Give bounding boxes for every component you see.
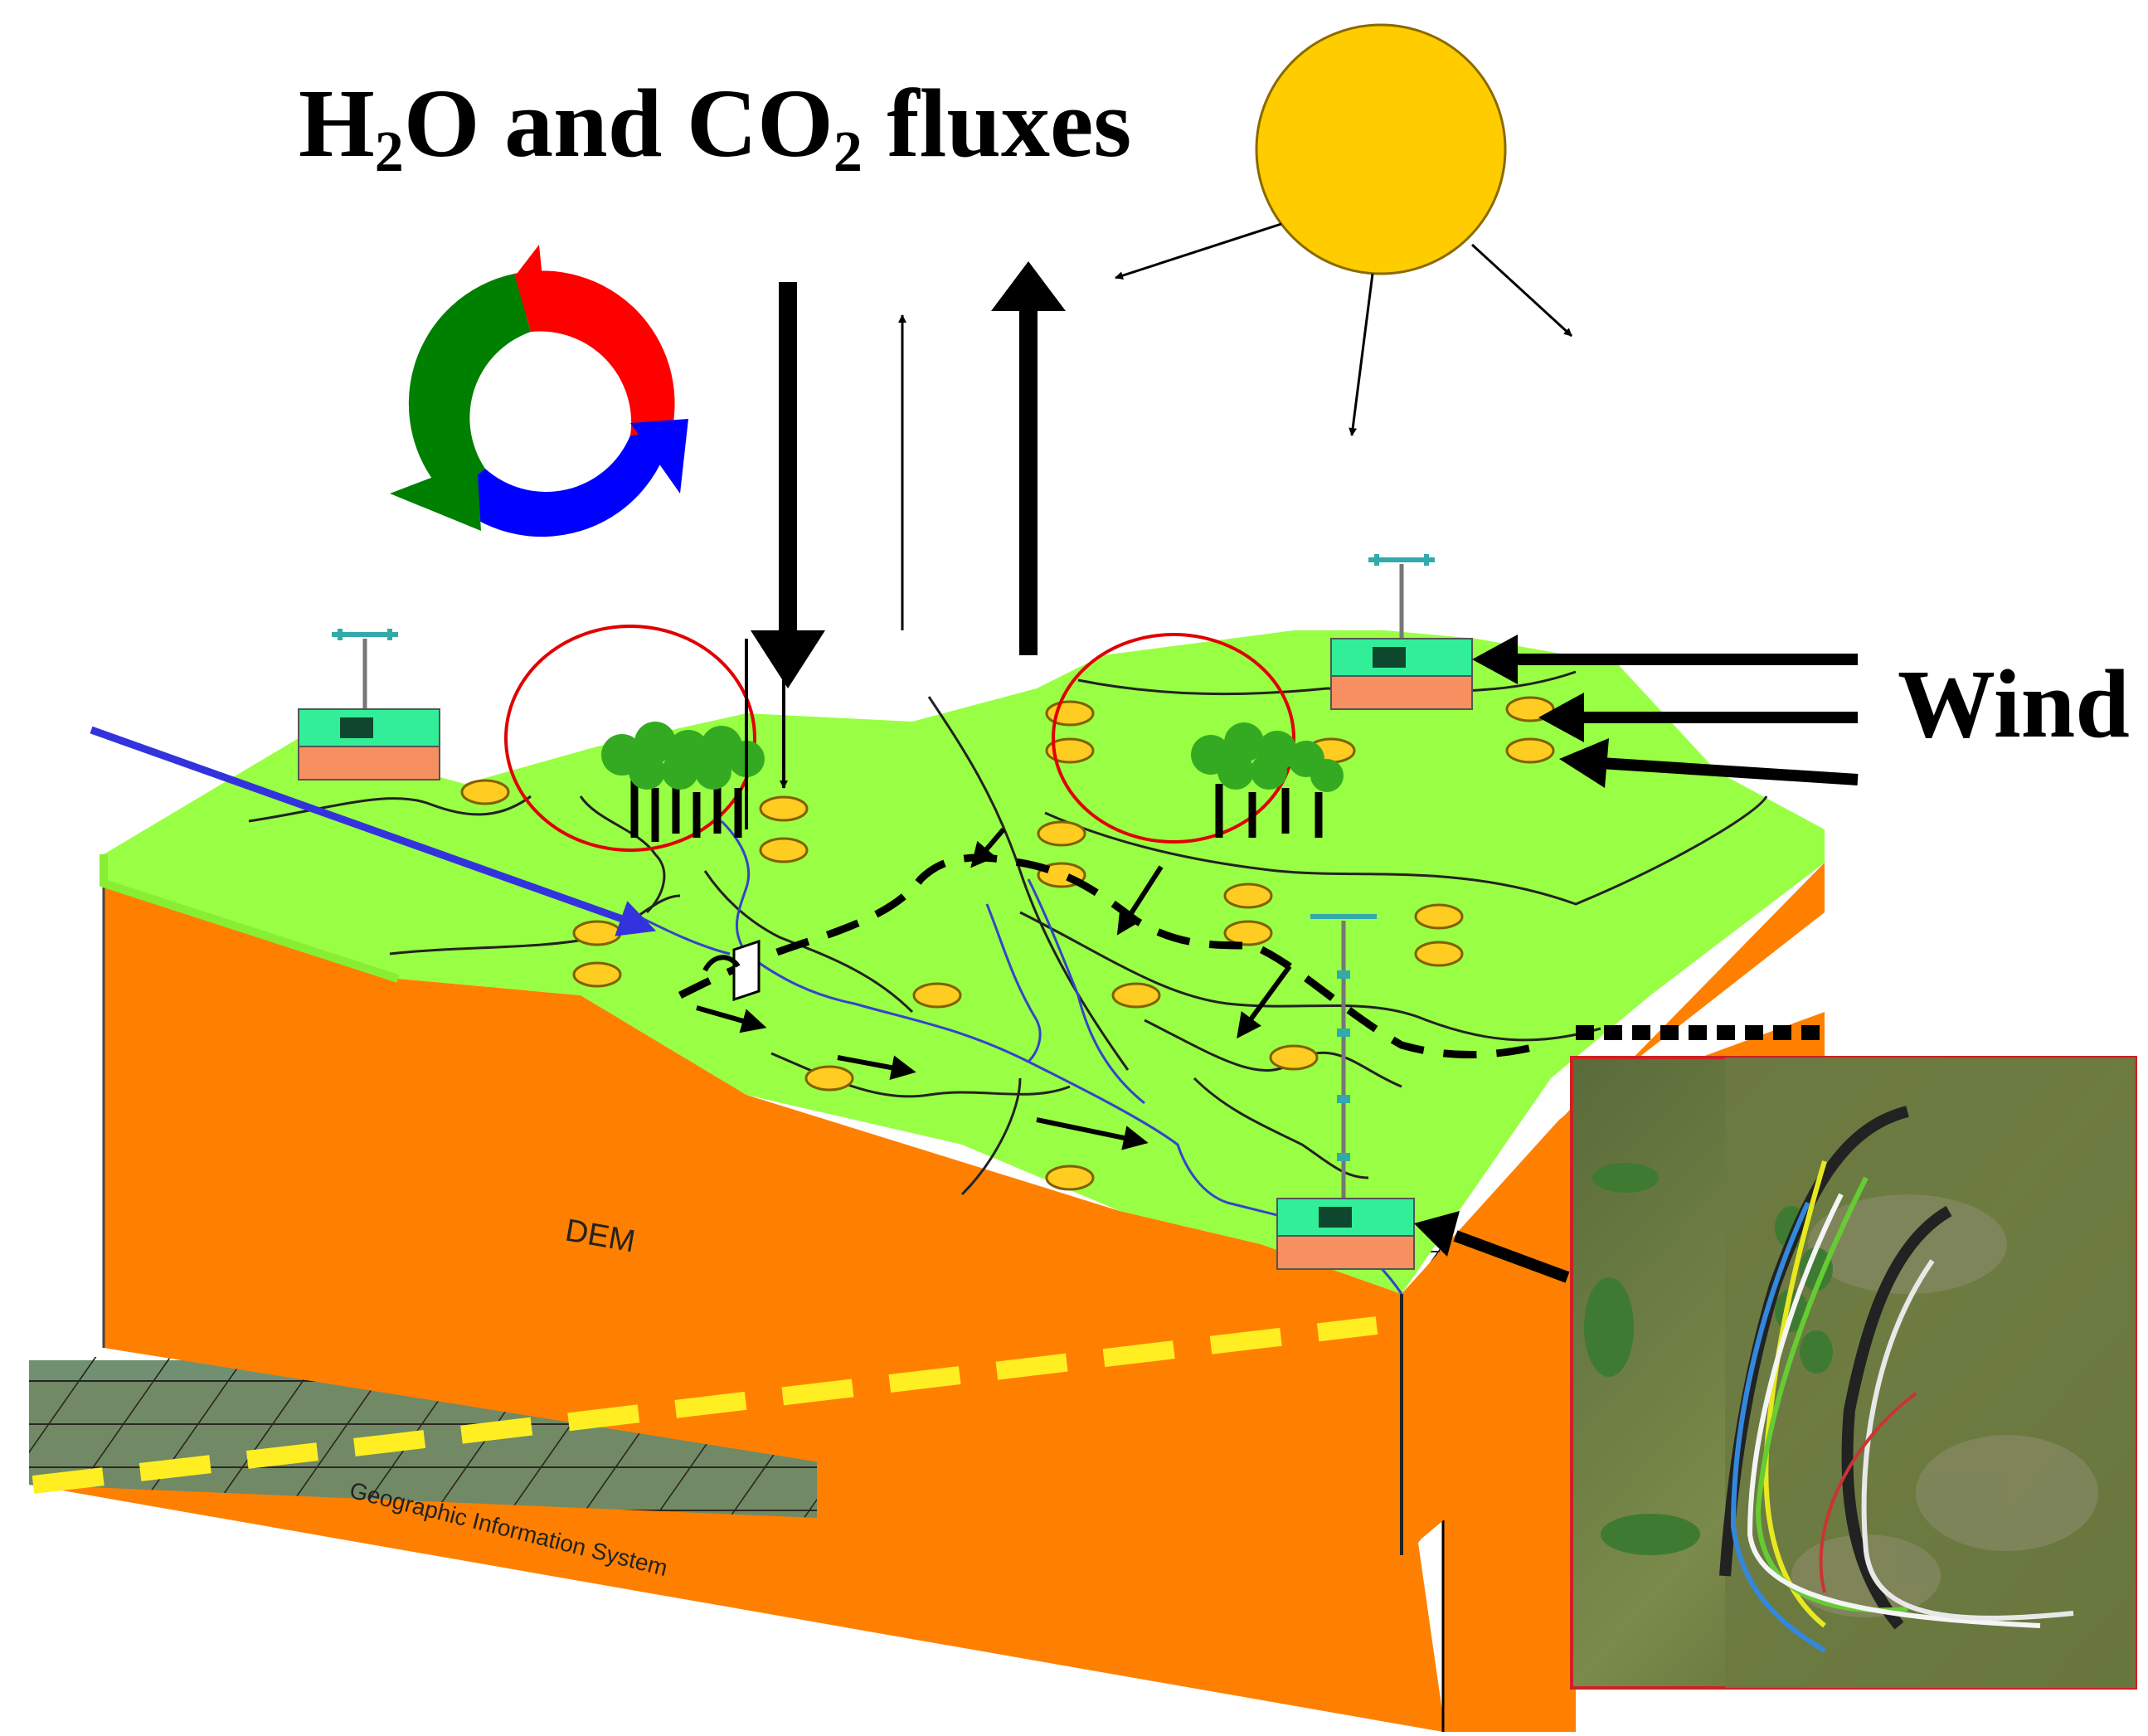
- layer-boundary-dashed: [32, 1316, 1378, 1494]
- terrain-surface: [100, 630, 1825, 1294]
- wind-arrows: [1414, 635, 1859, 1283]
- flux-title: H2O and CO2 fluxes: [299, 69, 1132, 184]
- sensor-photo: [1570, 1056, 2137, 1690]
- station-top-right: [1330, 554, 1473, 710]
- observation-points: [460, 696, 1555, 1191]
- sun-icon: [1115, 23, 1573, 436]
- wind-label: Wind: [1898, 649, 2130, 758]
- flow-arrows: [696, 828, 1292, 1150]
- cycle-icon: [390, 245, 688, 537]
- tree-cluster-right: [1191, 722, 1344, 838]
- tree-cluster-left: [601, 722, 765, 842]
- highlight-circles: [504, 625, 1295, 852]
- blue-input-arrow: [90, 726, 657, 936]
- flux-arrows: [745, 261, 1066, 829]
- station-bottom-right: [1276, 914, 1415, 1270]
- small-building-icon: [732, 939, 761, 1002]
- station-left: [298, 629, 440, 780]
